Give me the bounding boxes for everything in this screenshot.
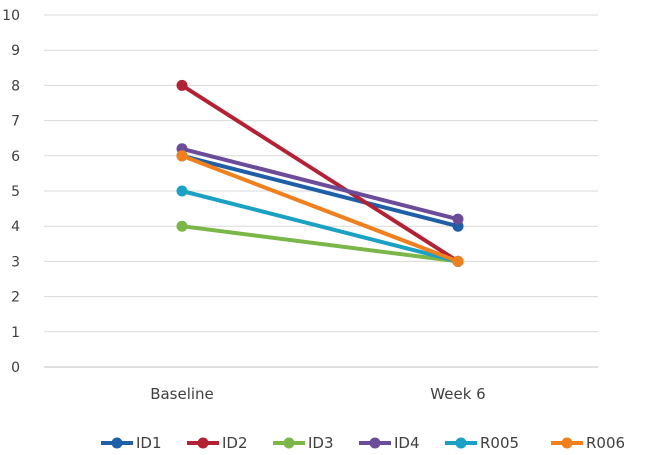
data-point (176, 220, 188, 232)
data-point (176, 185, 188, 197)
legend-label: ID2 (222, 434, 248, 452)
legend-item-id1[interactable]: ID1 (101, 434, 162, 452)
legend-label: R006 (586, 434, 625, 452)
data-point (452, 255, 464, 267)
data-point (452, 213, 464, 225)
y-tick-label: 7 (11, 114, 20, 130)
legend-item-id4[interactable]: ID4 (359, 434, 420, 452)
series-line (180, 224, 460, 264)
y-tick-label: 0 (11, 360, 20, 376)
data-point (176, 150, 188, 162)
y-tick-label: 1 (11, 325, 20, 341)
legend-label: R005 (480, 434, 519, 452)
y-tick-label: 5 (11, 184, 20, 200)
y-tick-label: 4 (11, 219, 20, 235)
legend-item-id3[interactable]: ID3 (273, 434, 334, 452)
legend-item-r005[interactable]: R005 (445, 434, 519, 452)
legend-item-id2[interactable]: ID2 (187, 434, 248, 452)
series-line (180, 83, 460, 264)
legend-item-r006[interactable]: R006 (551, 434, 625, 452)
legend-marker-icon (197, 437, 209, 449)
x-category-label: Baseline (150, 385, 214, 403)
series-line (180, 153, 460, 264)
legend: ID1 ID2 ID3 ID4 R005 R006 (101, 434, 625, 452)
y-tick-label: 10 (2, 8, 20, 24)
legend-label: ID1 (136, 434, 162, 452)
y-tick-label: 8 (11, 78, 20, 94)
legend-marker-icon (561, 437, 573, 449)
legend-label: ID4 (394, 434, 420, 452)
y-tick-label: 9 (11, 43, 20, 59)
legend-marker-icon (111, 437, 123, 449)
data-point (176, 79, 188, 91)
legend-marker-icon (455, 437, 467, 449)
legend-label: ID3 (308, 434, 334, 452)
x-category-label: Week 6 (430, 385, 485, 403)
legend-marker-icon (283, 437, 295, 449)
y-axis-ticks: 0 1 2 3 4 5 6 7 8 9 10 (2, 8, 20, 376)
series-lines (176, 79, 464, 267)
series-r006 (176, 150, 464, 267)
series-line (180, 189, 460, 264)
series-line (180, 146, 460, 222)
series-line (180, 153, 460, 229)
y-tick-label: 2 (11, 290, 20, 306)
y-tick-label: 6 (11, 149, 20, 165)
series-id2 (176, 79, 464, 267)
x-axis-categories: Baseline Week 6 (150, 385, 486, 403)
legend-marker-icon (369, 437, 381, 449)
y-tick-label: 3 (11, 254, 20, 270)
